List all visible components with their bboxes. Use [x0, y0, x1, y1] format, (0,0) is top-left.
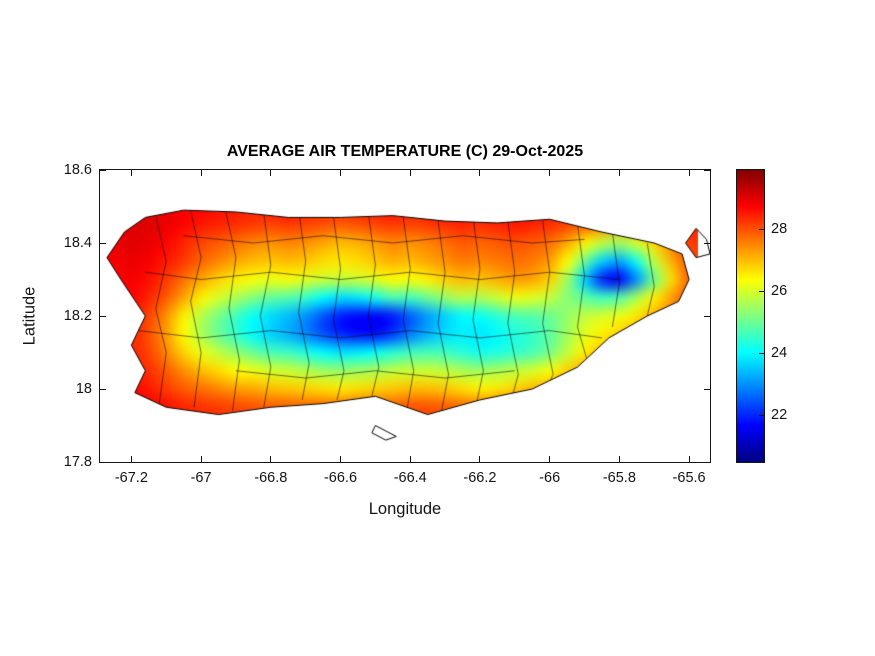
x-tick-label: -66	[539, 470, 561, 486]
x-tick-mark	[688, 170, 690, 176]
y-tick-mark	[100, 315, 106, 317]
x-tick-mark	[479, 170, 481, 176]
x-tick-mark	[409, 456, 411, 462]
y-tick-label: 18.2	[63, 308, 92, 324]
x-tick-mark	[270, 456, 272, 462]
plot-border	[99, 169, 711, 463]
x-axis-label: Longitude	[368, 500, 442, 518]
y-tick-label: 18.6	[63, 162, 92, 178]
colorbar-tick-mark	[759, 228, 764, 230]
colorbar-tick-label: 22	[771, 407, 788, 424]
colorbar-tick-label: 26	[771, 283, 788, 300]
x-tick-mark	[340, 170, 341, 176]
colorbar-tick-label: 28	[771, 221, 788, 238]
x-tick-mark	[549, 170, 551, 176]
x-tick-mark	[618, 456, 620, 462]
y-tick-mark	[100, 242, 106, 244]
x-tick-label: -66.8	[254, 470, 288, 486]
x-tick-mark	[340, 456, 341, 462]
y-tick-mark	[704, 169, 710, 171]
x-tick-label: -65.6	[672, 470, 706, 486]
x-tick-label: -66.4	[393, 470, 427, 486]
colorbar-tick-label: 24	[771, 345, 788, 362]
plot-area	[100, 169, 710, 463]
x-tick-mark	[270, 170, 272, 176]
y-axis-label: Latitude	[20, 286, 39, 346]
heatmap-canvas	[100, 170, 710, 462]
colorbar-tick-mark	[759, 414, 764, 416]
x-tick-mark	[688, 456, 690, 462]
x-tick-mark	[130, 456, 132, 462]
y-tick-label: 18	[75, 381, 92, 397]
x-tick-mark	[200, 456, 202, 462]
y-tick-label: 17.8	[63, 454, 92, 470]
y-tick-mark	[100, 388, 106, 390]
y-tick-mark	[704, 461, 710, 463]
chart-title: AVERAGE AIR TEMPERATURE (C) 29-Oct-2025	[226, 143, 584, 160]
x-tick-label: -67	[190, 470, 212, 486]
x-tick-label: -66.2	[463, 470, 497, 486]
y-tick-mark	[100, 169, 106, 171]
x-tick-mark	[479, 456, 481, 462]
colorbar-tick-mark	[759, 352, 764, 354]
y-tick-mark	[100, 461, 106, 463]
x-tick-label: -65.8	[602, 470, 636, 486]
x-tick-mark	[200, 170, 202, 176]
x-tick-mark	[549, 456, 551, 462]
x-tick-mark	[618, 170, 620, 176]
y-tick-mark	[704, 388, 710, 390]
colorbar	[737, 170, 764, 462]
x-tick-label: -66.6	[323, 470, 358, 486]
x-tick-mark	[409, 170, 411, 176]
colorbar-border	[736, 169, 765, 463]
x-tick-mark	[130, 170, 132, 176]
y-tick-mark	[704, 242, 710, 244]
y-tick-label: 18.4	[63, 235, 92, 251]
colorbar-tick-mark	[759, 290, 764, 292]
y-tick-mark	[704, 315, 710, 317]
x-tick-label: -67.2	[114, 470, 148, 486]
